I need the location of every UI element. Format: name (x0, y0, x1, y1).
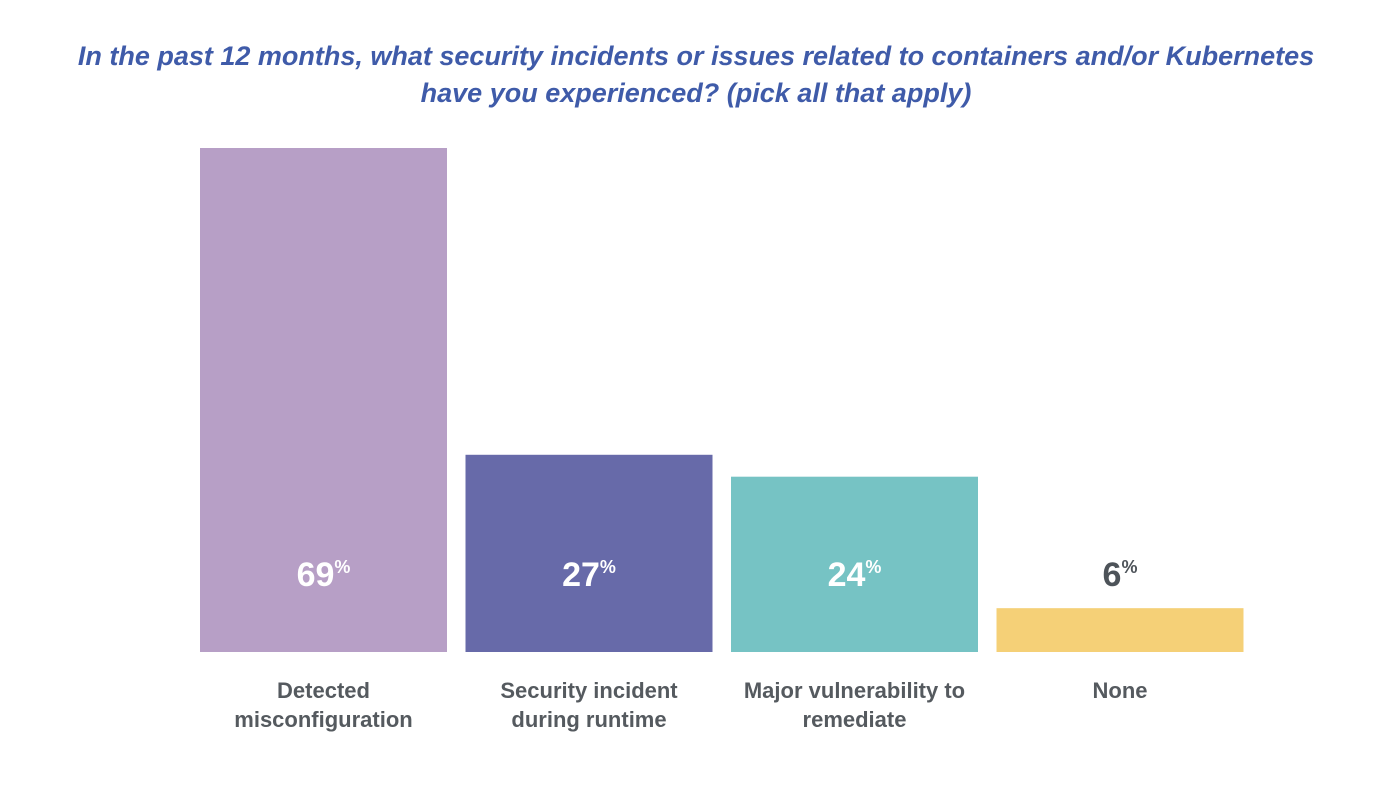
value-label: 69% (297, 556, 351, 594)
bar (996, 608, 1244, 652)
bar (731, 476, 978, 652)
bar (200, 148, 447, 652)
x-tick-label: None (1092, 678, 1148, 703)
value-label: 24% (828, 556, 882, 594)
chart-title: In the past 12 months, what security inc… (77, 41, 1315, 108)
x-tick-label: Major vulnerability to remediate (743, 678, 966, 732)
x-tick-label: Security incident during runtime (500, 678, 678, 732)
value-label: 6% (1103, 556, 1138, 594)
value-label: 27% (562, 556, 616, 594)
bar (465, 454, 713, 652)
x-tick-label: Detected misconfiguration (234, 678, 413, 732)
